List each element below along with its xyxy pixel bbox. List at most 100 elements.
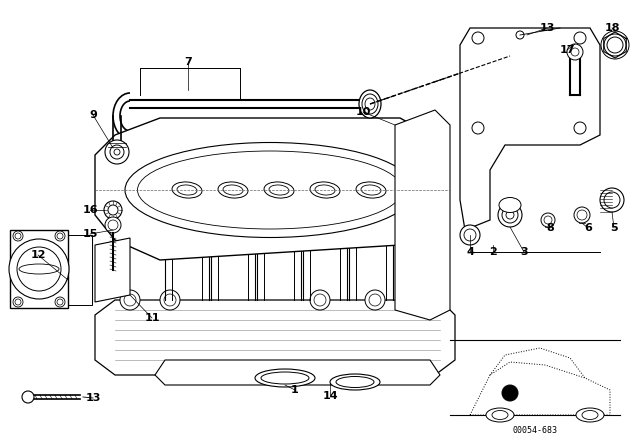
Polygon shape [95,238,130,302]
Circle shape [105,140,129,164]
Polygon shape [395,110,450,320]
Circle shape [464,229,476,241]
Circle shape [472,32,484,44]
Circle shape [410,290,430,310]
Circle shape [369,294,381,306]
Circle shape [502,207,518,223]
Ellipse shape [223,185,243,195]
Ellipse shape [336,376,374,388]
Circle shape [600,188,624,212]
Circle shape [574,122,586,134]
Polygon shape [95,118,440,260]
Text: 8: 8 [546,223,554,233]
Text: 6: 6 [584,223,592,233]
Polygon shape [460,28,600,230]
Polygon shape [68,235,92,305]
Circle shape [160,290,180,310]
Circle shape [9,239,69,299]
Circle shape [55,231,65,241]
Ellipse shape [177,185,197,195]
Text: 4: 4 [466,247,474,257]
Circle shape [574,207,590,223]
Circle shape [13,231,23,241]
Text: 00054-683: 00054-683 [513,426,557,435]
Ellipse shape [125,142,415,237]
Ellipse shape [264,182,294,198]
Ellipse shape [218,182,248,198]
Circle shape [604,192,620,208]
Circle shape [544,216,552,224]
Circle shape [571,48,579,56]
Circle shape [498,203,522,227]
Polygon shape [155,360,440,385]
Circle shape [472,122,484,134]
Circle shape [604,34,626,56]
Ellipse shape [315,185,335,195]
Circle shape [120,290,140,310]
Ellipse shape [138,151,403,229]
Circle shape [114,149,120,155]
Circle shape [164,294,176,306]
Circle shape [15,233,21,239]
Ellipse shape [19,264,59,274]
Polygon shape [10,230,68,308]
Circle shape [105,217,121,233]
Circle shape [124,294,136,306]
Circle shape [574,32,586,44]
Circle shape [414,294,426,306]
Text: 13: 13 [85,393,100,403]
Text: 16: 16 [82,205,98,215]
Circle shape [22,391,34,403]
Text: 17: 17 [559,45,575,55]
Text: 13: 13 [540,23,555,33]
Circle shape [17,247,61,291]
Circle shape [365,290,385,310]
Ellipse shape [361,185,381,195]
Circle shape [577,210,587,220]
Circle shape [108,205,118,215]
Text: 14: 14 [322,391,338,401]
Ellipse shape [356,182,386,198]
Polygon shape [75,238,92,302]
Circle shape [104,201,122,219]
Ellipse shape [310,182,340,198]
Polygon shape [95,300,455,375]
Circle shape [55,297,65,307]
Text: 9: 9 [89,110,97,120]
Circle shape [57,299,63,305]
Circle shape [310,290,330,310]
Ellipse shape [330,374,380,390]
Circle shape [607,37,623,53]
Text: 5: 5 [610,223,618,233]
Circle shape [13,297,23,307]
Circle shape [502,385,518,401]
Circle shape [110,145,124,159]
Text: 7: 7 [184,57,192,67]
Circle shape [601,31,629,59]
Ellipse shape [486,408,514,422]
Circle shape [314,294,326,306]
Text: 18: 18 [604,23,620,33]
Text: 3: 3 [520,247,528,257]
Ellipse shape [365,98,375,110]
Circle shape [460,225,480,245]
Text: 11: 11 [144,313,160,323]
Ellipse shape [359,90,381,118]
Text: 2: 2 [489,247,497,257]
Ellipse shape [499,198,521,212]
Ellipse shape [269,185,289,195]
Text: 12: 12 [30,250,45,260]
Ellipse shape [492,410,508,419]
Circle shape [516,31,524,39]
Ellipse shape [255,369,315,387]
Circle shape [108,220,118,230]
Ellipse shape [172,182,202,198]
Text: 1: 1 [291,385,299,395]
Circle shape [506,211,514,219]
Ellipse shape [362,94,378,114]
Ellipse shape [261,372,309,384]
Ellipse shape [582,410,598,419]
Circle shape [567,44,583,60]
Circle shape [15,299,21,305]
Ellipse shape [576,408,604,422]
